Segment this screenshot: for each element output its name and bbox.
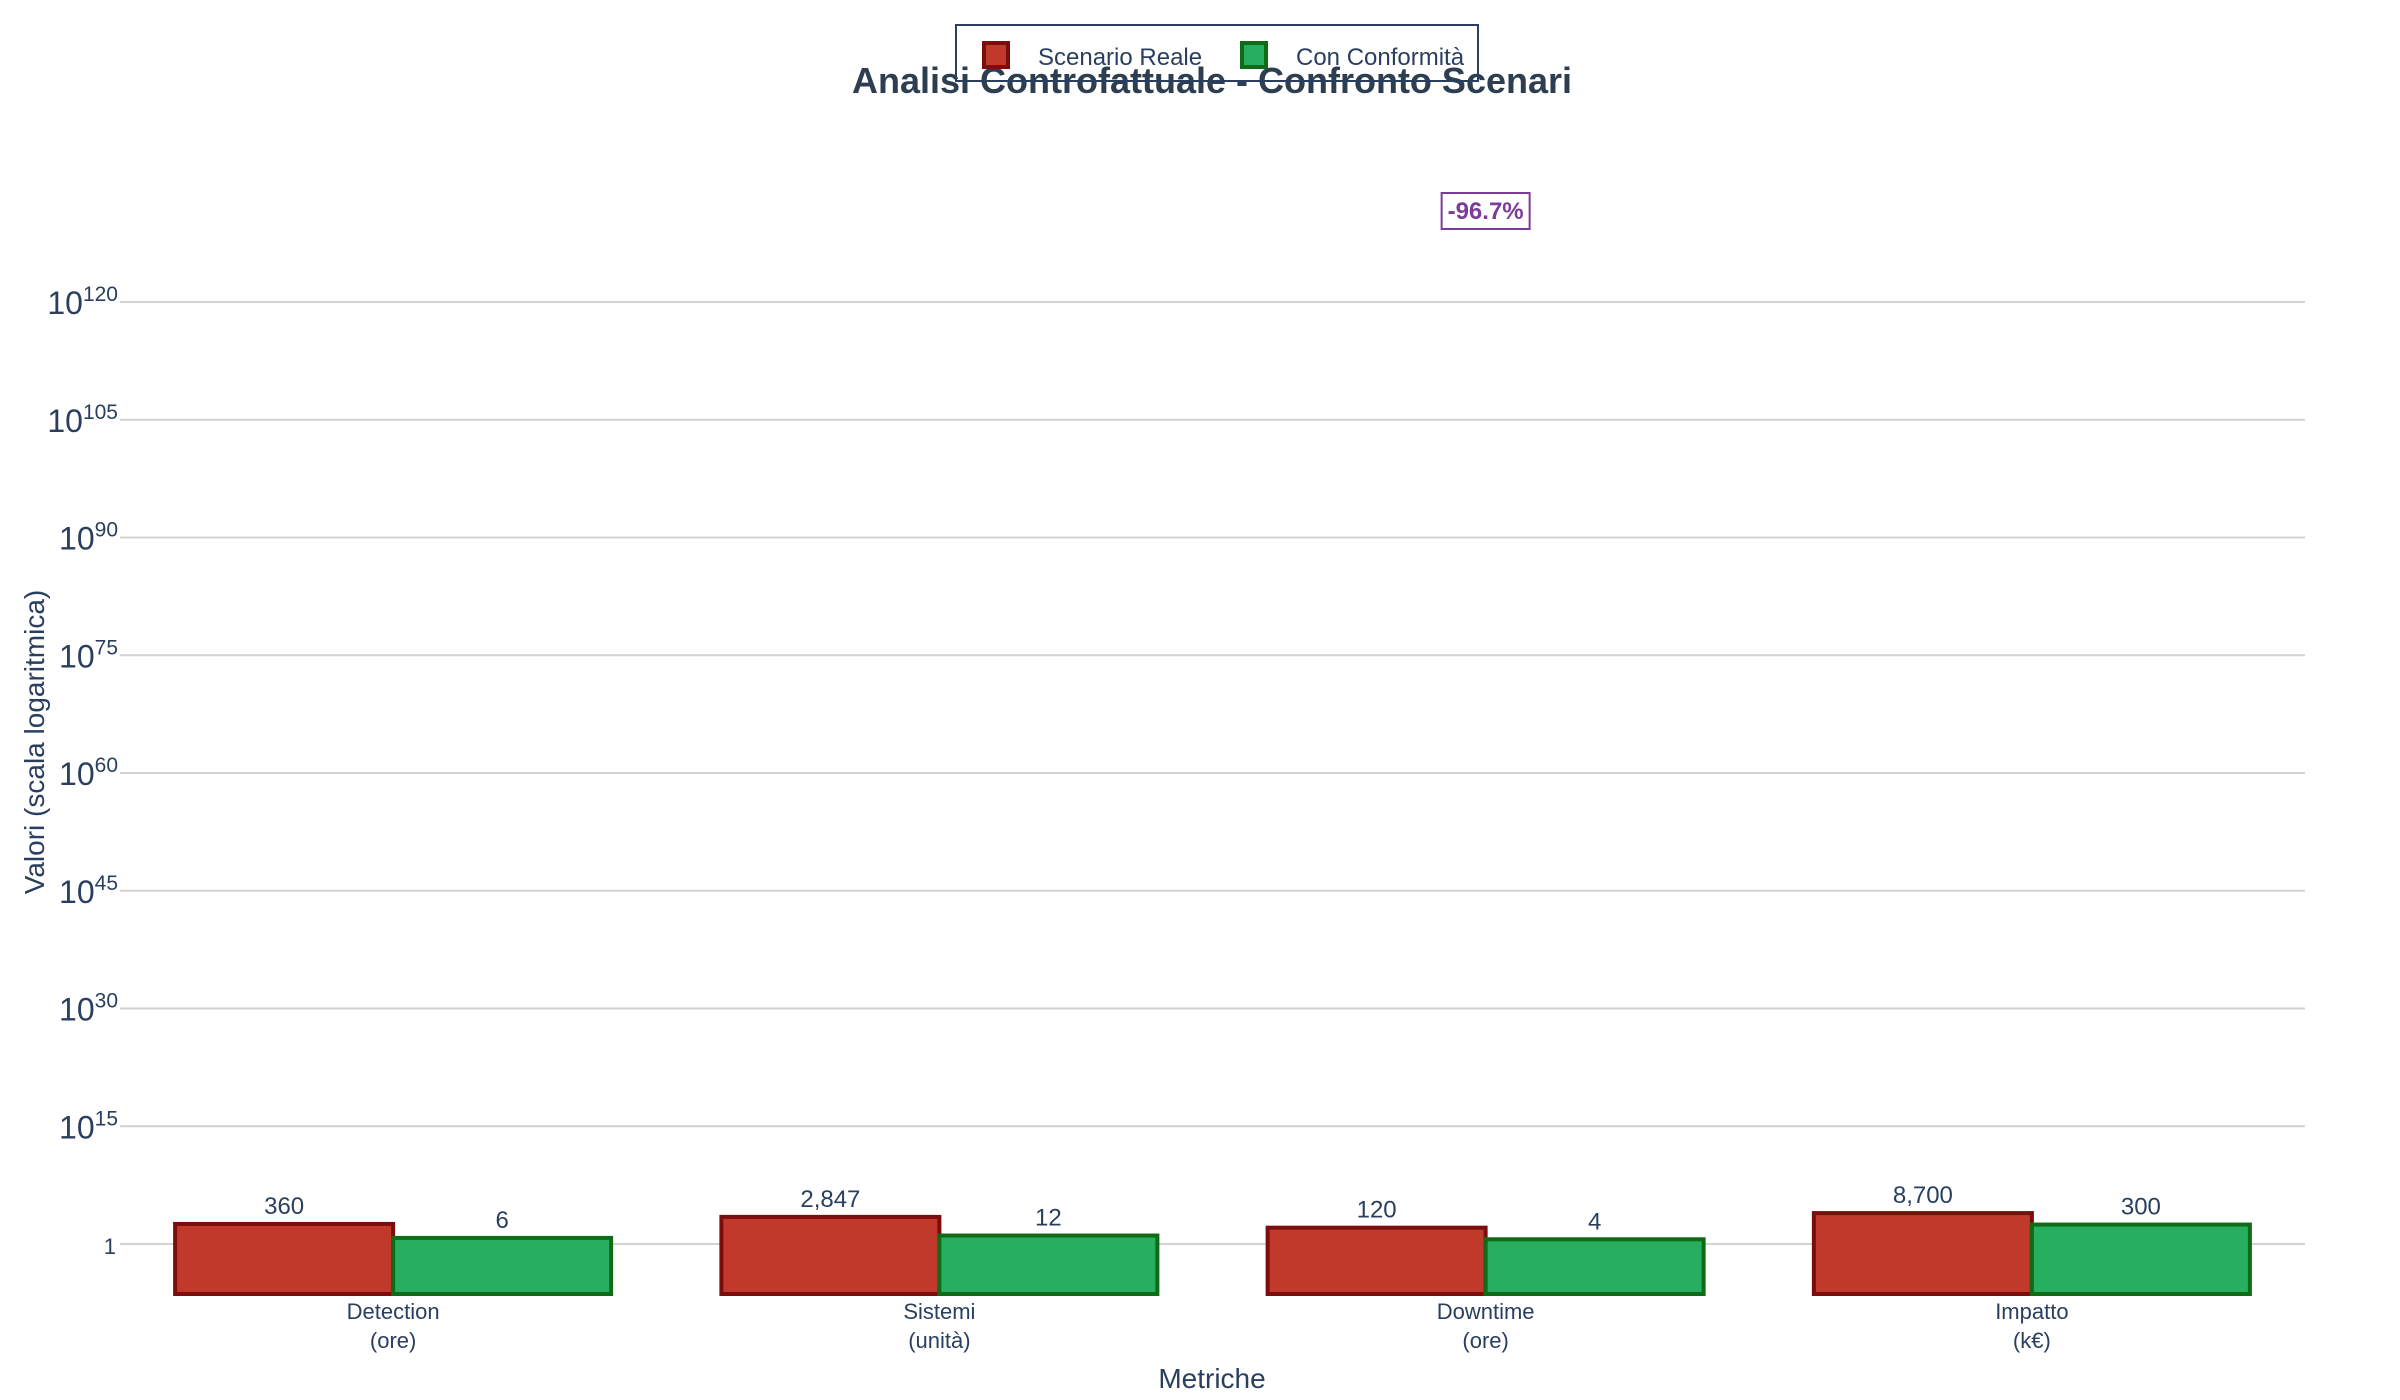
bar-value-label: 120 [1357,1197,1397,1224]
y-tick-base: 10 [47,403,83,439]
x-tick-label: Detection [347,1299,440,1324]
annotation-box [1440,192,1531,230]
bar-value-label: 4 [1588,1208,1601,1235]
y-axis-title: Valori (scala logaritmica) [19,590,50,894]
bar-value-label: 12 [1035,1205,1062,1232]
y-tick-base: 10 [59,756,95,792]
y-tick-label: 1045 [59,872,118,910]
y-tick-label: 1 [104,1234,116,1259]
x-tick-label: (k€) [2013,1328,2051,1353]
legend-item-scenario-reale[interactable]: Scenario Reale [982,41,1202,71]
y-tick-label: 1015 [59,1107,118,1145]
bar-value-label: 300 [2121,1194,2161,1221]
y-tick-label: 1060 [59,754,118,792]
y-tick-base: 10 [59,1109,95,1145]
bar-scenario-reale[interactable] [173,1221,396,1296]
reduction-annotation: -96.7% [1440,192,1531,230]
y-tick-base: 10 [59,638,95,674]
y-tick-label: 10120 [47,283,118,321]
y-tick-base: 10 [59,992,95,1028]
y-tick-exponent: 30 [95,990,118,1013]
bar-con-conformita[interactable] [391,1235,614,1296]
bar-value-label: 6 [495,1207,508,1234]
x-tick-label: (ore) [370,1328,416,1353]
bar-scenario-reale[interactable] [1811,1211,2034,1297]
annotation-text: -96.7% [1448,198,1524,225]
bars [173,1211,2252,1297]
legend-swatch [982,41,1010,69]
bar-con-conformita[interactable] [2029,1222,2252,1296]
bar-con-conformita[interactable] [937,1233,1160,1297]
legend-label: Con Conformità [1296,44,1465,71]
legend-label: Scenario Reale [1038,44,1202,71]
bar-value-label: 8,700 [1893,1182,1953,1209]
y-tick-exponent: 90 [95,519,118,542]
x-tick-label: Downtime [1437,1299,1535,1324]
bar-scenario-reale[interactable] [719,1214,942,1296]
x-tick-label: (ore) [1462,1328,1508,1353]
y-tick-exponent: 105 [83,401,118,424]
y-tick-exponent: 120 [83,283,118,306]
data-labels: 360 6 2,847 12 120 4 8,700 300 [264,1182,2161,1235]
y-tick-base: 10 [47,285,83,321]
y-tick-label: 1090 [59,519,118,557]
bar-value-label: 360 [264,1193,304,1220]
y-tick-base: 10 [59,521,95,557]
bar-value-label: 2,847 [800,1186,860,1213]
y-tick-label: 10105 [47,401,118,439]
x-tick-label: Sistemi [903,1299,975,1324]
x-tick-label: Impatto [1995,1299,2068,1324]
y-tick-exponent: 45 [95,872,118,895]
grid-lines [120,301,2305,1245]
x-axis: Detection (ore) Sistemi (unità) Downtime (ore… [347,1299,2069,1353]
x-tick-label: (unità) [908,1328,970,1353]
bar-scenario-reale[interactable] [1265,1225,1488,1297]
legend-item-con-conformita[interactable]: Con Conformità [1240,41,1465,71]
y-tick-exponent: 15 [95,1107,118,1130]
y-tick-base: 10 [59,874,95,910]
bar-con-conformita[interactable] [1483,1237,1706,1296]
y-tick-label: 1030 [59,990,118,1028]
x-axis-title: Metriche [1158,1363,1265,1394]
y-tick-exponent: 60 [95,754,118,777]
legend-box [955,24,1479,82]
legend-swatch [1240,41,1268,69]
legend[interactable]: Scenario Reale Con Conformità [955,24,1479,82]
y-tick-exponent: 75 [95,636,118,659]
y-tick-label: 1075 [59,636,118,674]
